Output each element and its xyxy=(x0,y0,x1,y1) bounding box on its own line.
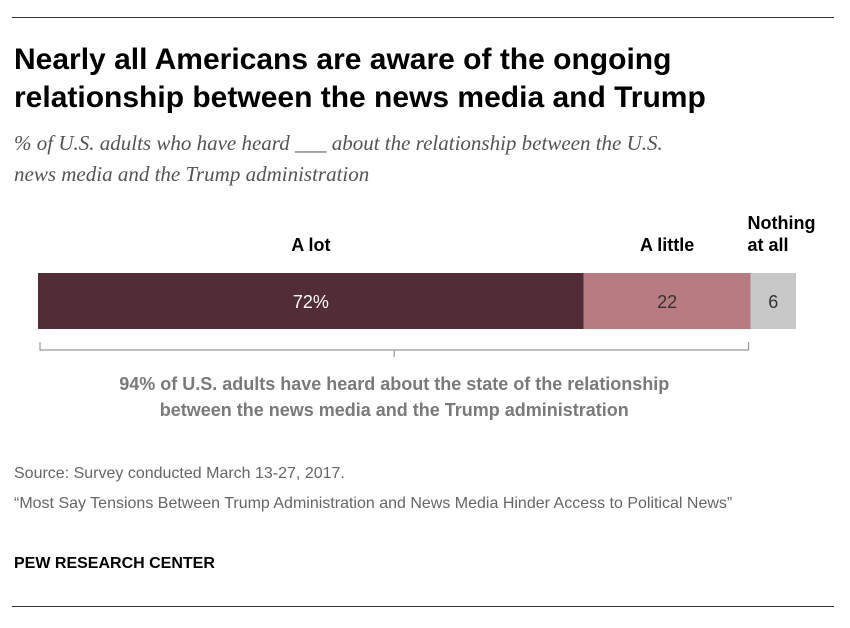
report-title: “Most Say Tensions Between Trump Adminis… xyxy=(14,495,733,512)
bracket-note-line-2: between the news media and the Trump adm… xyxy=(160,400,629,420)
bar-segment-a-lot xyxy=(38,273,584,329)
category-label-nothing-at-all-line-1: Nothing xyxy=(748,213,816,233)
data-label-a-lot: 72% xyxy=(293,292,329,312)
pew-research-center-logo: PEW RESEARCH CENTER xyxy=(14,555,215,572)
bar-segment-a-little xyxy=(583,273,751,329)
title-line-1: Nearly all Americans are aware of the on… xyxy=(14,43,672,76)
data-label-a-little: 22 xyxy=(657,292,677,312)
bottom-rule xyxy=(12,606,834,607)
bracket-note-line-1: 94% of U.S. adults have heard about the … xyxy=(119,374,669,394)
category-label-a-lot: A lot xyxy=(291,235,330,255)
chart-title: Nearly all Americans are aware of the on… xyxy=(14,41,834,117)
source-note: Source: Survey conducted March 13-27, 20… xyxy=(14,465,345,482)
bar-segment-nothing-at-all xyxy=(750,273,796,329)
net-bracket xyxy=(39,342,750,357)
data-label-nothing-at-all: 6 xyxy=(768,292,778,312)
category-label-a-little: A little xyxy=(640,235,694,255)
category-label-nothing-at-all-line-2: at all xyxy=(748,235,789,255)
chart-subtitle: % of U.S. adults who have heard ___ abou… xyxy=(14,128,844,190)
title-line-2: relationship between the news media and … xyxy=(14,81,706,114)
top-rule xyxy=(12,17,834,18)
subtitle-line-1: % of U.S. adults who have heard ___ abou… xyxy=(14,131,663,155)
subtitle-line-2: news media and the Trump administration xyxy=(14,162,370,186)
